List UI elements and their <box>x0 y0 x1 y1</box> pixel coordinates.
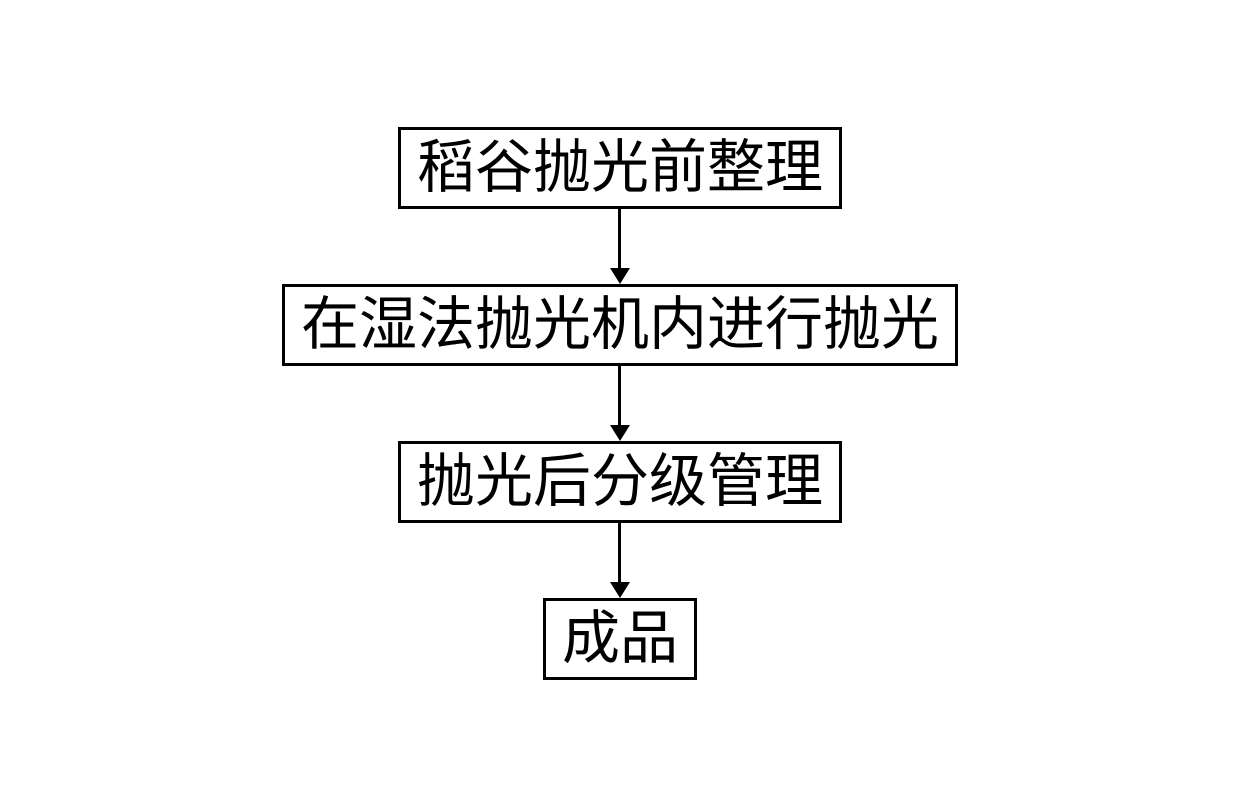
arrow-line <box>618 523 621 583</box>
arrow-line <box>618 209 621 269</box>
arrow-head-icon <box>610 425 630 441</box>
node-label: 稻谷抛光前整理 <box>417 135 823 200</box>
flowchart-node-step4: 成品 <box>543 598 697 680</box>
arrow-head-icon <box>610 268 630 284</box>
node-label: 在湿法抛光机内进行抛光 <box>301 292 939 357</box>
arrow-line <box>618 366 621 426</box>
node-label: 成品 <box>562 606 678 671</box>
flowchart-node-step2: 在湿法抛光机内进行抛光 <box>282 284 958 366</box>
flowchart-node-step1: 稻谷抛光前整理 <box>398 127 842 209</box>
flowchart-container: 稻谷抛光前整理 在湿法抛光机内进行抛光 抛光后分级管理 成品 <box>282 127 958 679</box>
arrow-head-icon <box>610 582 630 598</box>
flowchart-arrow <box>610 523 630 598</box>
flowchart-arrow <box>610 209 630 284</box>
node-label: 抛光后分级管理 <box>417 449 823 514</box>
flowchart-arrow <box>610 366 630 441</box>
flowchart-node-step3: 抛光后分级管理 <box>398 441 842 523</box>
